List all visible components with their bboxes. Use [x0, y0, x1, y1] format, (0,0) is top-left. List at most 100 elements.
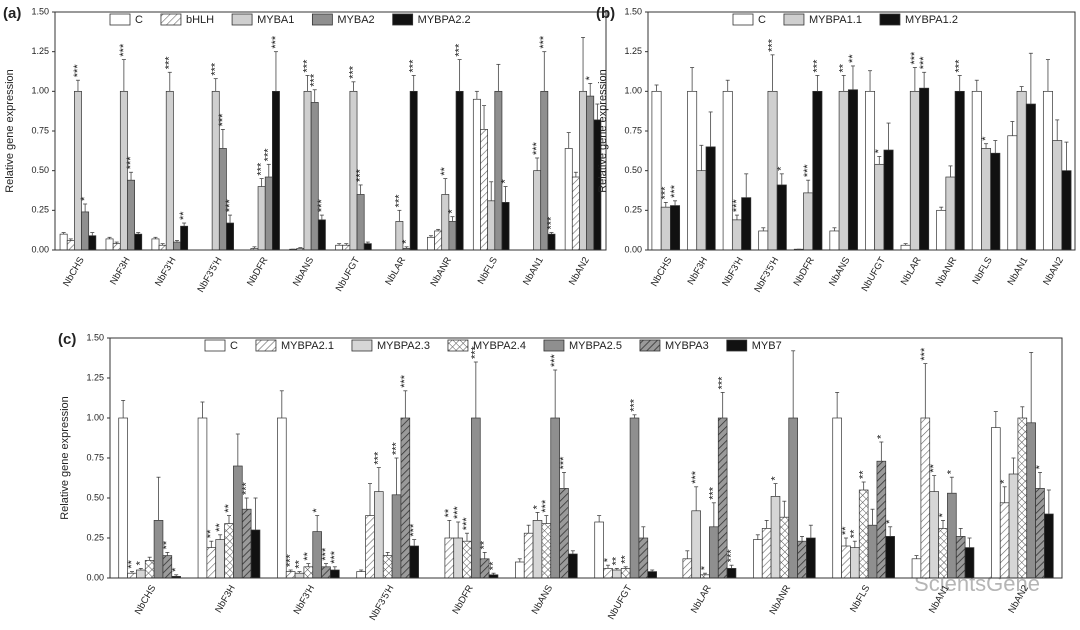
- x-tick-label: NbFLS: [848, 583, 872, 614]
- bar: [363, 243, 372, 251]
- y-tick-label: 0.25: [624, 205, 642, 215]
- x-tick-label: NbCHS: [61, 255, 87, 288]
- bar: [374, 491, 384, 579]
- legend-swatch: [879, 13, 901, 26]
- bar: [197, 417, 208, 579]
- bar: [647, 571, 657, 579]
- x-tick-label: NbUFGT: [860, 255, 889, 294]
- bar: [1042, 90, 1053, 251]
- significance: *: [531, 504, 543, 509]
- significance: **: [178, 211, 190, 220]
- significance: **: [620, 555, 632, 564]
- bar: [480, 129, 488, 251]
- bar: [118, 417, 128, 579]
- x-tick-label: NbDFR: [450, 583, 475, 616]
- x-tick-label: NbAN2: [1041, 255, 1066, 287]
- bar: [867, 524, 878, 579]
- bar: [797, 540, 807, 579]
- bar: [1044, 513, 1054, 579]
- bar: [471, 417, 481, 579]
- significance: **: [205, 529, 217, 538]
- legend-label: MYBPA2.3: [377, 340, 430, 352]
- plot-frame: [647, 11, 1076, 251]
- bar: [444, 537, 455, 579]
- significance: ***: [531, 141, 543, 155]
- bar: [285, 571, 296, 579]
- bar: [81, 211, 90, 251]
- bar: [541, 523, 552, 579]
- bar: [929, 491, 939, 579]
- significance: ***: [538, 35, 550, 49]
- bar: [832, 417, 842, 579]
- bar: [547, 233, 556, 251]
- panel-label: (c): [58, 331, 76, 348]
- x-tick-label: NbF3'H: [292, 583, 318, 616]
- significance: **: [847, 54, 859, 63]
- bar: [462, 540, 472, 579]
- bar: [911, 558, 922, 579]
- bar: [180, 225, 189, 251]
- bar: [709, 526, 719, 579]
- bar: [66, 240, 75, 251]
- significance: ***: [408, 59, 420, 73]
- bar: [682, 558, 693, 579]
- x-tick-label: NbAN2: [567, 255, 592, 287]
- bar: [991, 427, 1001, 579]
- bar: [88, 235, 97, 251]
- bar: [409, 90, 418, 251]
- significance: ***: [316, 199, 328, 213]
- bar: [134, 233, 143, 251]
- y-tick-label: 0.00: [624, 244, 642, 254]
- significance: *: [499, 179, 511, 184]
- x-tick-label: NbAN1: [1006, 255, 1031, 287]
- x-tick-label: NbF3'5'H: [195, 255, 224, 294]
- significance: ***: [210, 62, 222, 76]
- significance: ***: [373, 451, 385, 465]
- bar: [612, 569, 622, 579]
- y-axis-label: Relative gene expression: [59, 396, 71, 520]
- significance: *: [400, 239, 412, 244]
- bar: [342, 244, 351, 251]
- significance: **: [443, 508, 455, 517]
- significance: **: [302, 551, 314, 560]
- bar: [847, 89, 858, 251]
- legend-label: C: [758, 14, 766, 26]
- y-tick-label: 0.50: [86, 492, 104, 502]
- bar: [136, 569, 146, 579]
- bar: [586, 95, 595, 251]
- legend-swatch: [639, 339, 661, 352]
- significance: ***: [669, 184, 681, 198]
- significance: ***: [320, 547, 332, 561]
- bar: [310, 102, 319, 251]
- bar: [761, 528, 772, 579]
- bar: [112, 243, 121, 251]
- legend-swatch: [311, 13, 333, 26]
- bar: [564, 148, 573, 251]
- bar: [1035, 488, 1045, 579]
- x-tick-label: NbFLS: [971, 255, 995, 286]
- plot-frame: [109, 337, 1063, 579]
- y-tick-label: 1.25: [624, 46, 642, 56]
- bar: [453, 537, 463, 579]
- bar: [501, 202, 510, 251]
- significance: ***: [660, 186, 672, 200]
- bar: [964, 547, 975, 579]
- significance: **: [487, 561, 499, 570]
- y-tick-label: 1.50: [31, 6, 49, 16]
- y-tick-label: 0.75: [86, 452, 104, 462]
- bar: [250, 529, 261, 579]
- bar: [127, 179, 135, 251]
- legend-swatch: [255, 339, 277, 352]
- y-tick-label: 1.00: [86, 412, 104, 422]
- x-tick-label: NbUFGT: [334, 255, 363, 294]
- bar: [806, 537, 816, 579]
- y-tick-label: 0.75: [31, 125, 49, 135]
- x-tick-label: NbF3'H: [720, 255, 746, 288]
- bar: [955, 536, 966, 579]
- bar: [119, 90, 128, 251]
- bar: [651, 90, 662, 251]
- bar: [224, 523, 234, 579]
- significance: ***: [690, 470, 702, 484]
- bar: [400, 417, 411, 579]
- y-tick-label: 0.50: [624, 165, 642, 175]
